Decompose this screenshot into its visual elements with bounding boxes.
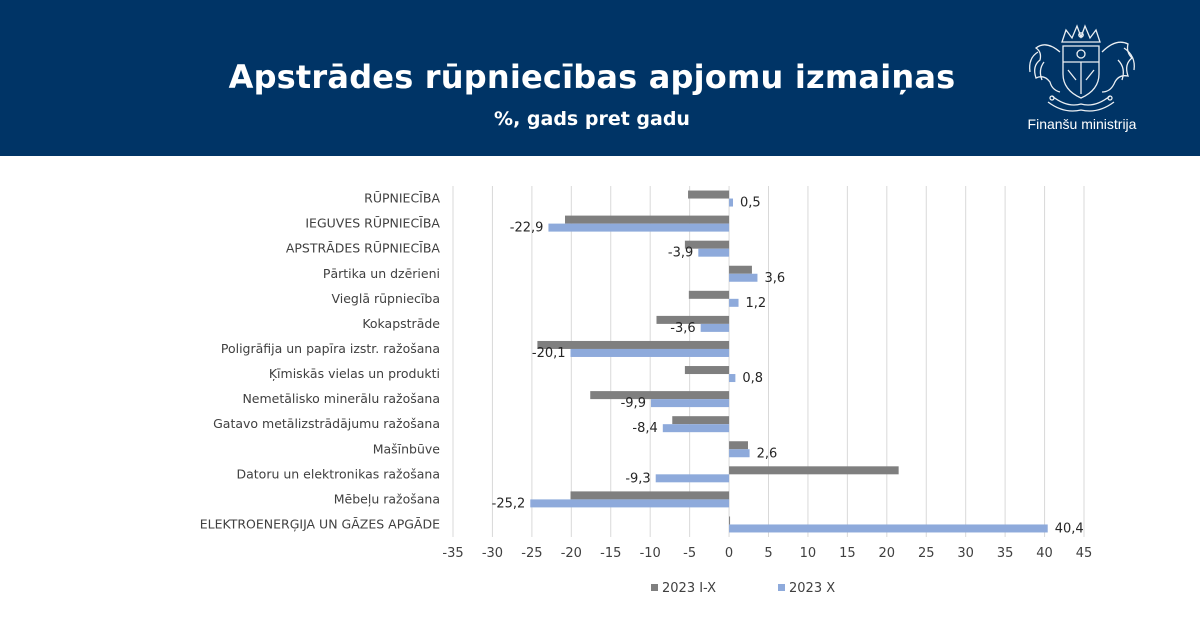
bar-2023-x: [570, 348, 730, 357]
bar-2023-x: [729, 198, 734, 207]
bar-2023-i-x: [565, 215, 730, 224]
category-label: Gatavo metālizstrādājumu ražošana: [213, 416, 440, 431]
data-label: -8,4: [632, 421, 657, 436]
bar-2023-x: [650, 399, 730, 408]
bar-2023-i-x: [672, 416, 730, 425]
data-label: -25,2: [492, 496, 526, 511]
bar-2023-x: [729, 298, 739, 307]
bar-2023-x: [729, 449, 750, 458]
bar-2023-i-x: [729, 466, 899, 475]
data-label: 2,6: [757, 446, 778, 461]
bar-2023-x: [548, 223, 730, 232]
category-label: Datoru un elektronikas ražošana: [236, 466, 440, 481]
x-tick-label: 35: [997, 546, 1014, 561]
x-tick-label: -30: [482, 546, 503, 561]
category-label: Poligrāfija un papīra izstr. ražošana: [221, 341, 440, 356]
bar-2023-i-x: [729, 265, 752, 274]
category-label: Kokapstrāde: [362, 316, 440, 331]
bar-chart: -35 -30 -25 -20 -15 -10 -5 0 5 10 15 20 25 30 35 40 45 RŪ…: [200, 186, 1093, 596]
bar-2023-i-x: [684, 366, 730, 375]
data-label: 40,4: [1055, 521, 1084, 536]
bar-2023-x: [530, 499, 730, 508]
bar-2023-x: [729, 524, 1048, 533]
page-title: Apstrādes rūpniecības apjomu izmaiņas: [228, 58, 956, 96]
data-label: -22,9: [510, 221, 544, 236]
x-tick-label: 15: [839, 546, 856, 561]
category-label: Nemetālisko minerālu ražošana: [242, 391, 440, 406]
bar-2023-i-x: [570, 491, 730, 500]
bar-2023-i-x: [729, 441, 748, 450]
data-label: -3,6: [670, 321, 695, 336]
category-label: Vieglā rūpniecība: [331, 291, 440, 306]
bar-2023-i-x: [590, 391, 730, 400]
x-tick-label: 0: [725, 546, 733, 561]
bar-2023-i-x: [688, 190, 730, 199]
category-label: ELEKTROENERĢIJA UN GĀZES APGĀDE: [200, 516, 440, 531]
legend-label-series-1: 2023 I-X: [662, 581, 716, 596]
category-label: RŪPNIECĪBA: [364, 191, 440, 206]
bar-2023-x: [729, 273, 758, 282]
data-label: -20,1: [532, 346, 566, 361]
data-label: 0,8: [742, 371, 763, 386]
x-tick-label: -35: [442, 546, 463, 561]
bar-2023-i-x: [656, 315, 730, 324]
x-tick-label: -10: [640, 546, 661, 561]
x-tick-label: 10: [800, 546, 817, 561]
x-tick-label: 25: [918, 546, 935, 561]
x-tick-label: -15: [600, 546, 621, 561]
category-label: APSTRĀDES RŪPNIECĪBA: [286, 241, 441, 256]
data-label: -9,3: [625, 471, 650, 486]
x-tick-label: 20: [879, 546, 896, 561]
category-label: Mēbeļu ražošana: [334, 491, 440, 506]
x-tick-label: 45: [1076, 546, 1093, 561]
page-subtitle: %, gads pret gadu: [494, 108, 690, 130]
bar-2023-x: [700, 323, 730, 332]
bar-2023-x: [662, 424, 730, 433]
data-label: -9,9: [621, 396, 646, 411]
legend-label-series-2: 2023 X: [789, 581, 835, 596]
x-tick-label: 30: [957, 546, 974, 561]
x-tick-label: -5: [683, 546, 696, 561]
category-label: Ķīmiskās vielas un produkti: [269, 366, 440, 381]
legend-swatch-series-2: [778, 584, 785, 591]
data-label: 0,5: [740, 196, 761, 211]
bar-2023-i-x: [537, 340, 730, 349]
bar-2023-i-x: [729, 516, 731, 525]
org-name: Finanšu ministrija: [1027, 116, 1137, 132]
data-label: 3,6: [764, 271, 785, 286]
latvia-coat-of-arms-icon: [1029, 24, 1135, 112]
bar-2023-x: [655, 474, 730, 483]
data-label: 1,2: [746, 296, 767, 311]
bar-2023-i-x: [688, 290, 730, 299]
bar-2023-x: [698, 248, 730, 257]
category-label: IEGUVES RŪPNIECĪBA: [305, 216, 440, 231]
x-tick-label: -20: [561, 546, 582, 561]
category-label: Mašīnbūve: [373, 441, 441, 456]
x-tick-label: -25: [521, 546, 542, 561]
x-tick-label: 5: [764, 546, 772, 561]
legend-swatch-series-1: [651, 584, 658, 591]
bar-2023-x: [729, 374, 736, 383]
x-tick-label: 40: [1036, 546, 1053, 561]
category-label: Pārtika un dzērieni: [323, 266, 440, 281]
header-banner: Apstrādes rūpniecības apjomu izmaiņas %,…: [0, 0, 1200, 156]
data-label: -3,9: [668, 246, 693, 261]
bar-2023-i-x: [684, 240, 730, 249]
